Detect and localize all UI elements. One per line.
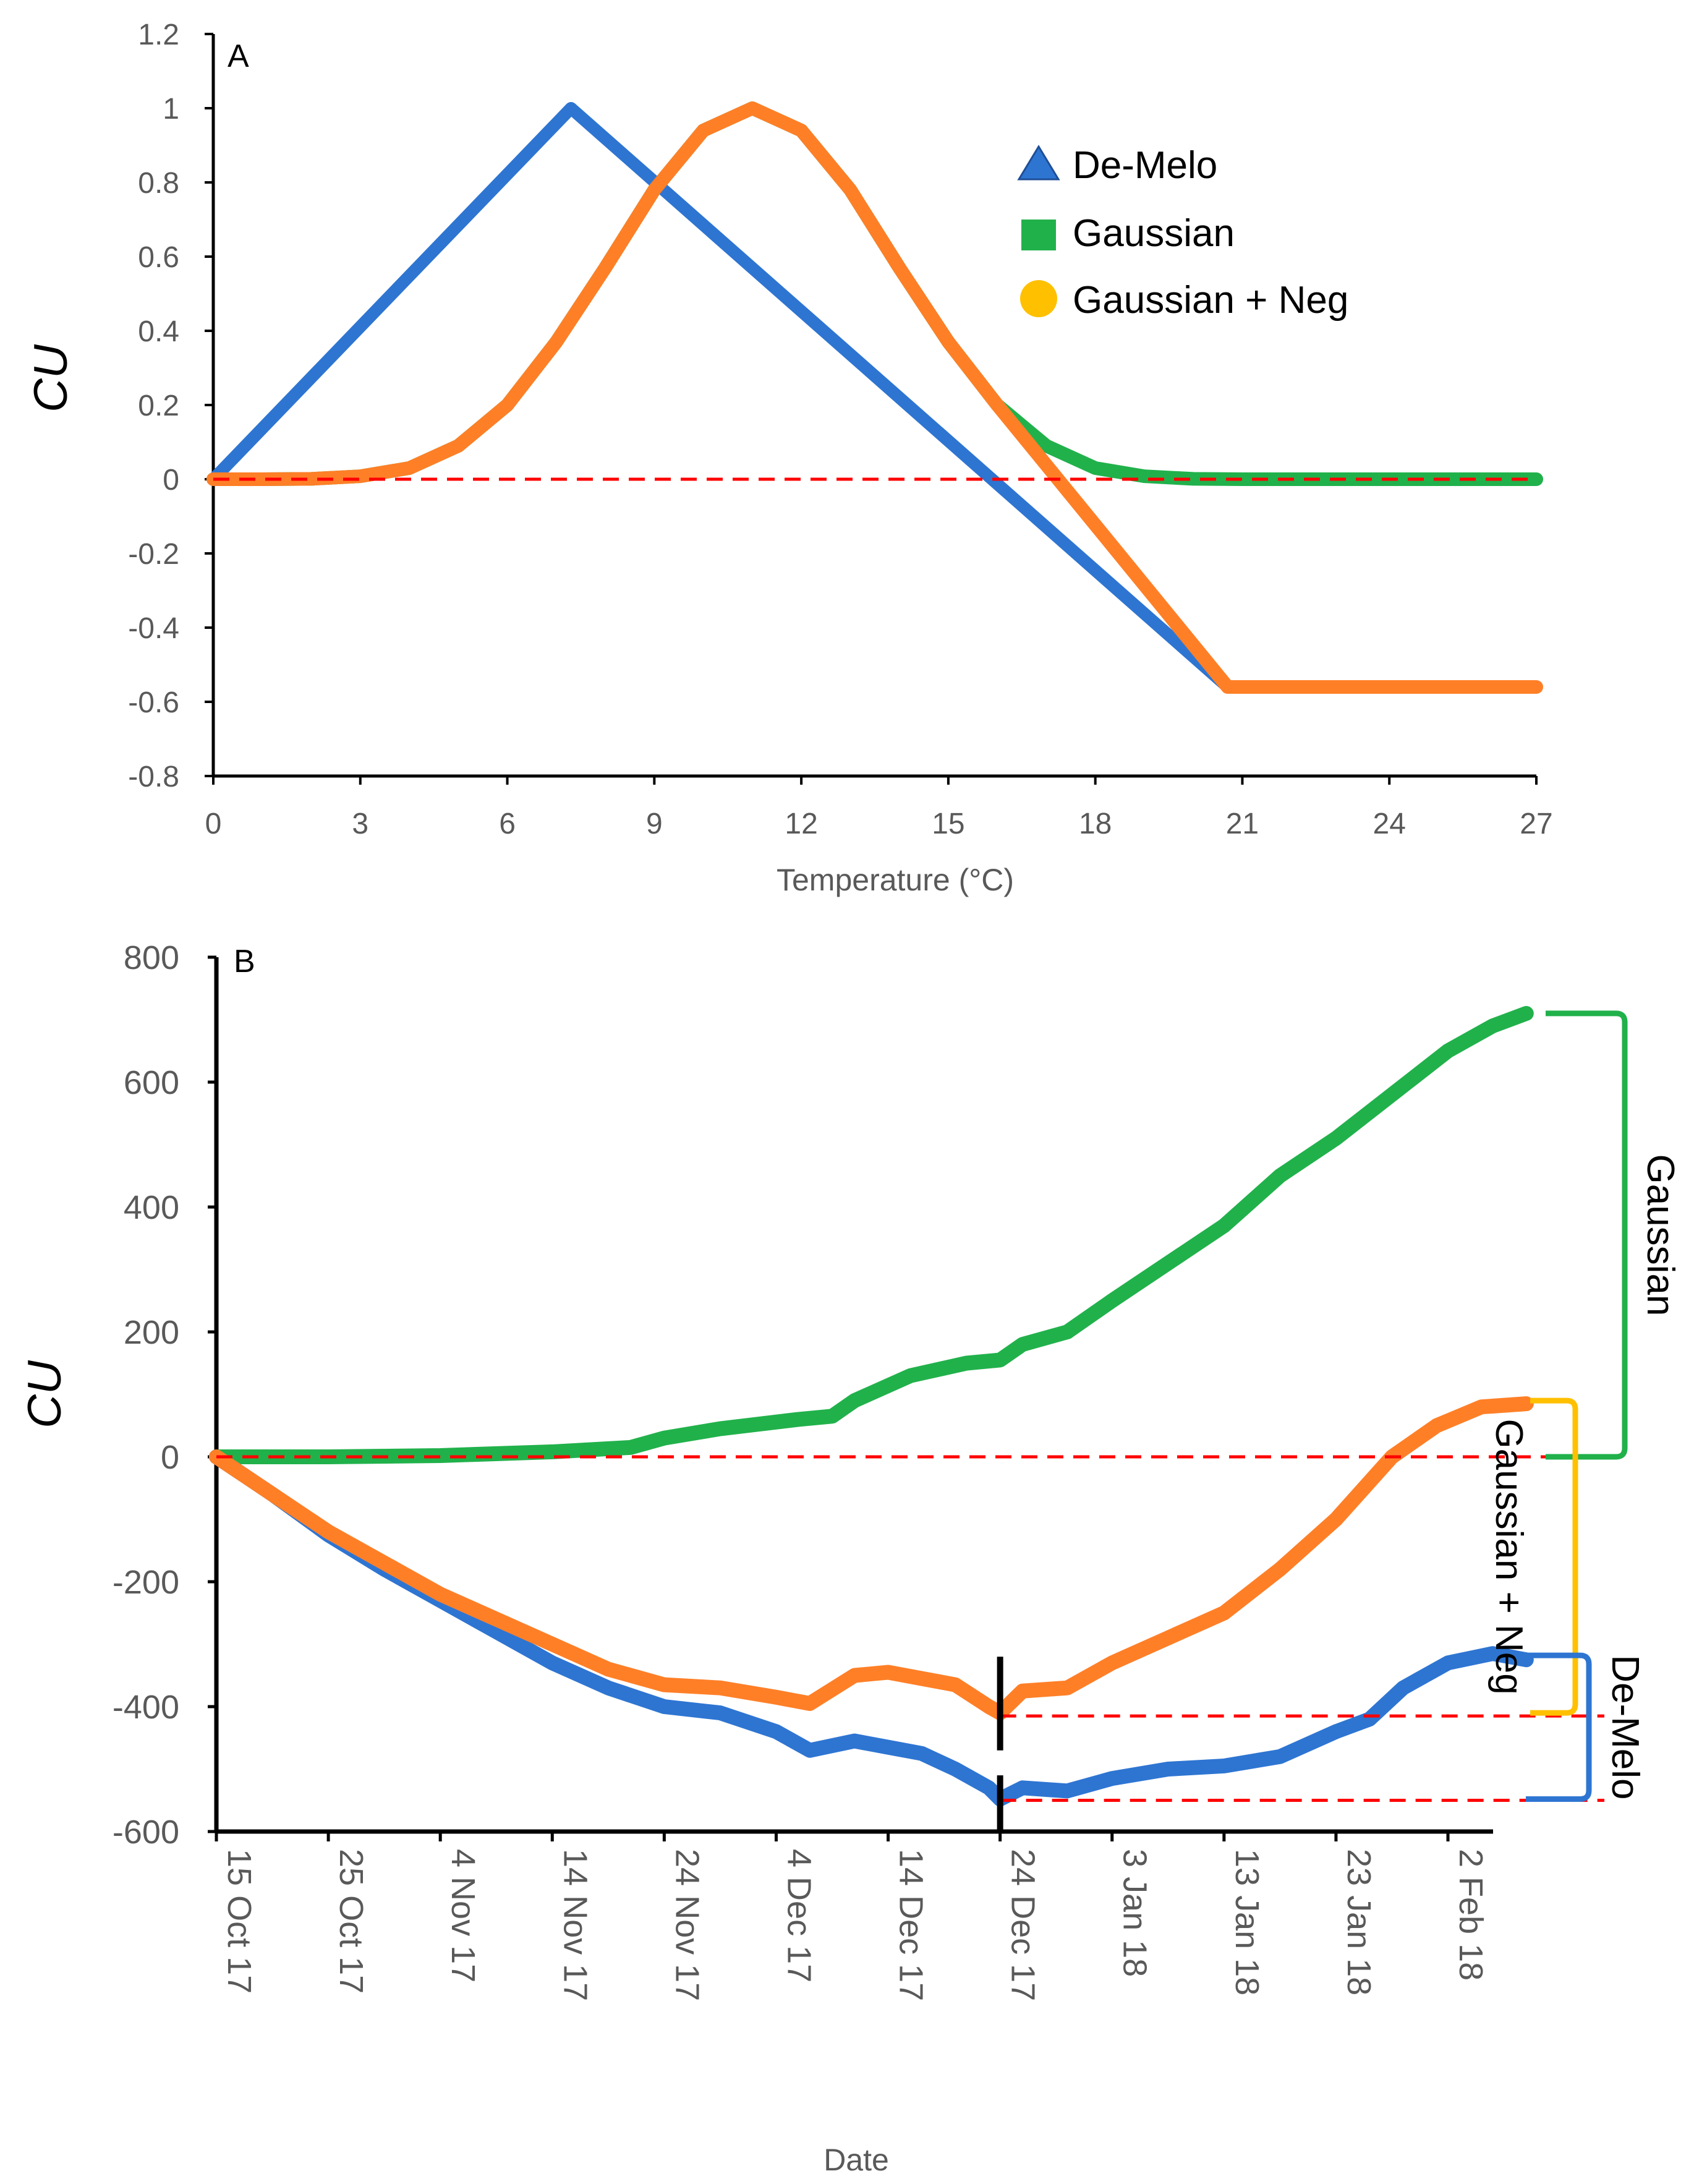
- series-de-melo-line: [207, 102, 1543, 693]
- panel-b-y-axis-title: CU: [19, 1360, 71, 1428]
- bracket-de-melo: [1526, 1652, 1592, 1802]
- series-gaussian-neg-line: [206, 101, 1543, 694]
- y-tick-label: 200: [124, 1314, 179, 1351]
- y-tick-label: -600: [113, 1814, 179, 1851]
- bracket-label: Gaussian: [1639, 1154, 1682, 1316]
- bracket-gaussian-neg: [1530, 1397, 1578, 1716]
- x-tick-label: 21: [1226, 808, 1259, 840]
- x-tick-label: 0: [205, 808, 222, 840]
- y-tick-label: -0.4: [128, 612, 179, 645]
- x-tick-label: 24 Nov 17: [668, 1849, 705, 2001]
- y-tick-label: 1.2: [138, 19, 179, 51]
- series-gaussian-neg-line: [209, 1396, 1534, 1721]
- panel-a-x-axis-title: Temperature (°C): [777, 863, 1014, 897]
- x-tick-label: 24 Dec 17: [1005, 1849, 1042, 2001]
- x-tick-label: 24: [1373, 808, 1406, 840]
- y-tick-label: 600: [124, 1064, 179, 1101]
- x-tick-label: 13 Jan 18: [1228, 1849, 1266, 1995]
- bracket-label: Gaussian + Neg: [1488, 1418, 1530, 1694]
- panel-b-x-axis-title: Date: [824, 2143, 889, 2177]
- x-tick-label: 25 Oct 17: [333, 1849, 370, 1994]
- y-tick-label: 0: [161, 1439, 179, 1476]
- y-tick-label: -200: [113, 1564, 179, 1601]
- x-tick-label: 3: [352, 808, 368, 840]
- panel-a-label: A: [228, 38, 249, 74]
- panel-b-chart: B CU Date 800 600 400 200 0 -200 -400 -600 15 Oc…: [19, 939, 1682, 2177]
- series-gaussian-line: [209, 1005, 1534, 1464]
- x-tick-label: 9: [646, 808, 663, 840]
- y-tick-label: -0.6: [128, 686, 179, 719]
- legend-triangle-icon: [1017, 145, 1060, 181]
- legend: De-Melo Gaussian Gaussian + Neg: [1017, 144, 1348, 322]
- panel-a-chart: A CU Temperature (°C) 1.210.80.60.40.20-…: [25, 19, 1553, 897]
- x-tick-label: 4 Nov 17: [445, 1849, 482, 1982]
- x-tick-label: 3 Jan 18: [1117, 1849, 1154, 1977]
- y-tick-label: 0: [163, 464, 179, 497]
- legend-de-melo: De-Melo: [1073, 144, 1217, 187]
- y-tick-label: 1: [163, 93, 179, 126]
- x-tick-label: 15 Oct 17: [221, 1849, 258, 1994]
- x-tick-label: 6: [499, 808, 516, 840]
- x-tick-label: 2 Feb 18: [1452, 1849, 1489, 1981]
- y-tick-label: -0.8: [128, 761, 179, 793]
- bracket-label: De-Melo: [1604, 1655, 1646, 1799]
- x-tick-label: 15: [932, 808, 964, 840]
- legend-circle-icon: [1020, 280, 1057, 317]
- legend-square-icon: [1021, 220, 1056, 250]
- y-tick-label: 0.2: [138, 390, 179, 422]
- x-tick-label: 14 Nov 17: [556, 1849, 594, 2001]
- y-tick-label: -400: [113, 1689, 179, 1726]
- legend-gaussian: Gaussian: [1073, 212, 1235, 255]
- x-tick-label: 12: [785, 808, 817, 840]
- y-tick-label: 0.6: [138, 241, 179, 274]
- x-tick-label: 18: [1079, 808, 1112, 840]
- y-tick-label: 0.4: [138, 315, 179, 348]
- x-tick-label: 23 Jan 18: [1340, 1849, 1377, 1995]
- legend-gaussian-neg: Gaussian + Neg: [1073, 279, 1348, 322]
- x-tick-label: 14 Dec 17: [893, 1849, 930, 2001]
- y-tick-label: 800: [124, 939, 179, 976]
- x-tick-label: 4 Dec 17: [780, 1849, 817, 1982]
- series-de-melo-line: [209, 1449, 1534, 1807]
- panel-b-label: B: [234, 944, 255, 979]
- y-tick-label: -0.2: [128, 538, 179, 571]
- y-tick-label: 0.8: [138, 167, 179, 200]
- panel-a-y-axis-title: CU: [25, 344, 77, 412]
- x-tick-label: 27: [1520, 808, 1552, 840]
- y-tick-label: 400: [124, 1189, 179, 1226]
- bracket-gaussian: [1546, 1010, 1628, 1460]
